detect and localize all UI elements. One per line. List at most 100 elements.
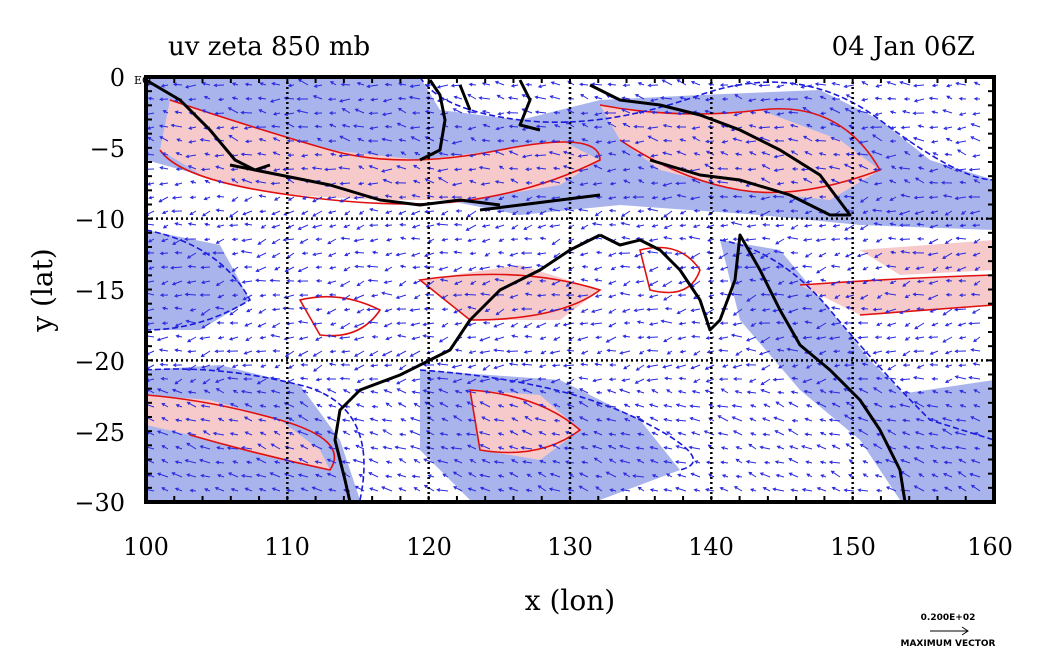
wind-vector bbox=[931, 488, 939, 493]
wind-vector bbox=[730, 221, 743, 226]
wind-vector bbox=[607, 252, 617, 257]
wind-vector bbox=[368, 472, 379, 478]
wind-vector bbox=[900, 249, 911, 254]
wind-vector bbox=[494, 80, 505, 86]
wind-vector bbox=[760, 336, 771, 344]
wind-vector bbox=[436, 222, 449, 227]
wind-vector bbox=[357, 181, 365, 186]
wind-vector bbox=[761, 308, 771, 312]
wind-vector bbox=[255, 266, 267, 272]
wind-vector bbox=[650, 153, 659, 158]
y-tick-label: −30 bbox=[74, 489, 125, 517]
wind-vector bbox=[539, 279, 547, 283]
wind-vector bbox=[158, 182, 169, 186]
wind-vector bbox=[357, 137, 365, 142]
wind-vector bbox=[636, 389, 645, 394]
wind-vector bbox=[523, 350, 533, 354]
wind-vector bbox=[663, 460, 673, 464]
wind-vector bbox=[622, 195, 631, 200]
wind-vector bbox=[411, 378, 421, 382]
wind-vector bbox=[634, 252, 645, 258]
wind-vector bbox=[973, 404, 981, 408]
wind-vector bbox=[258, 418, 267, 422]
wind-vector bbox=[749, 278, 757, 282]
wind-vector bbox=[257, 238, 267, 245]
wind-vector bbox=[243, 126, 253, 130]
wind-vector bbox=[593, 164, 603, 170]
wind-vector bbox=[647, 207, 659, 212]
wind-vector bbox=[298, 336, 309, 341]
wind-vector bbox=[945, 292, 953, 297]
wind-vector bbox=[913, 457, 925, 464]
wind-vector bbox=[199, 336, 211, 341]
wind-vector bbox=[665, 431, 673, 436]
wind-vector bbox=[467, 364, 477, 369]
wind-vector bbox=[772, 194, 785, 199]
wind-vector bbox=[968, 195, 981, 199]
wind-vector bbox=[932, 152, 939, 156]
wind-vector bbox=[707, 238, 715, 242]
wind-vector bbox=[482, 123, 491, 128]
wind-vector bbox=[789, 445, 799, 450]
wind-vector bbox=[171, 195, 183, 200]
wind-vector bbox=[469, 179, 477, 184]
wind-vector bbox=[174, 378, 183, 385]
wind-vector bbox=[666, 389, 673, 394]
wind-vector bbox=[900, 459, 911, 464]
wind-vector bbox=[595, 474, 603, 479]
wind-vector bbox=[690, 308, 701, 313]
wind-vector bbox=[944, 390, 953, 394]
wind-vector bbox=[929, 362, 939, 367]
wind-vector bbox=[245, 336, 253, 342]
wind-vector bbox=[270, 181, 281, 186]
wind-vector bbox=[341, 108, 351, 114]
wind-vector bbox=[721, 97, 729, 101]
wind-vector bbox=[675, 181, 687, 186]
wind-vector bbox=[258, 194, 267, 198]
wind-vector bbox=[312, 252, 323, 257]
wind-vector bbox=[227, 107, 239, 114]
wind-vector bbox=[899, 403, 911, 408]
wind-vector bbox=[550, 81, 561, 86]
wind-vector bbox=[204, 180, 211, 184]
wind-vector bbox=[468, 167, 477, 172]
wind-vector bbox=[958, 293, 967, 298]
wind-vector bbox=[884, 458, 897, 464]
wind-vector bbox=[454, 280, 463, 285]
wind-vector bbox=[413, 459, 421, 464]
wind-vector bbox=[848, 474, 855, 478]
wind-vector bbox=[579, 82, 589, 87]
wind-vector bbox=[773, 125, 785, 130]
wind-vector bbox=[580, 350, 589, 355]
wind-vector bbox=[732, 194, 743, 199]
wind-vector bbox=[747, 167, 757, 172]
wind-vector bbox=[660, 319, 673, 324]
wind-vector bbox=[175, 418, 183, 423]
wind-vector bbox=[804, 417, 813, 422]
wind-vector bbox=[580, 278, 589, 282]
wind-vector bbox=[523, 236, 533, 241]
wind-vector bbox=[498, 165, 505, 170]
wind-vector bbox=[578, 416, 589, 422]
wind-vector bbox=[213, 83, 225, 88]
wind-vector bbox=[214, 486, 225, 492]
wind-vector bbox=[480, 182, 491, 186]
wind-vector bbox=[904, 151, 911, 156]
wind-vector bbox=[674, 460, 687, 464]
wind-vector bbox=[383, 322, 393, 328]
wind-vector bbox=[398, 195, 407, 200]
wind-vector bbox=[371, 250, 379, 255]
wind-vector bbox=[537, 84, 547, 89]
wind-vector bbox=[954, 445, 967, 450]
wind-vector bbox=[241, 363, 253, 368]
wind-vector bbox=[887, 364, 897, 371]
wind-vector bbox=[912, 250, 925, 255]
wind-vector bbox=[705, 139, 715, 144]
wind-vector bbox=[846, 280, 855, 285]
wind-vector bbox=[229, 210, 239, 218]
wind-vector bbox=[184, 292, 197, 297]
wind-vector bbox=[383, 280, 393, 284]
wind-vector bbox=[493, 322, 505, 328]
wind-vector bbox=[944, 223, 953, 228]
wind-vector bbox=[941, 417, 953, 422]
